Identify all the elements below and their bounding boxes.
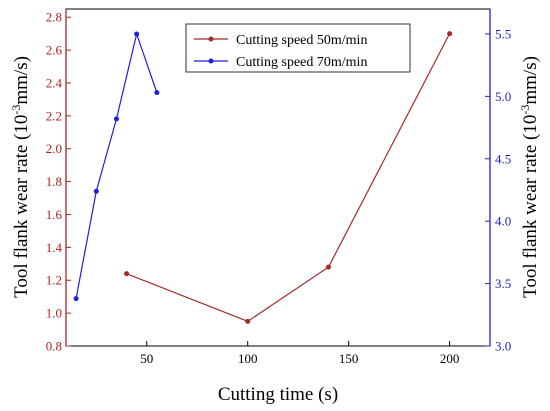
left-y-tick-label: 1.6 (46, 207, 63, 222)
left-y-tick-label: 2.0 (46, 141, 62, 156)
x-tick-label: 200 (440, 351, 460, 366)
series-2-point (93, 188, 99, 194)
left-y-tick-label: 1.8 (46, 174, 62, 189)
x-tick-label: 100 (238, 351, 258, 366)
left-y-tick-label: 2.4 (46, 75, 63, 90)
left-y-tick-label: 0.8 (46, 339, 62, 354)
x-axis-ticks: 50 100 150 200 (140, 341, 459, 366)
right-y-axis-ticks: 3.0 3.5 4.0 4.5 5.0 5.5 (485, 26, 511, 354)
right-y-tick-label: 5.0 (495, 89, 511, 104)
left-y-axis-title-exponent: -3 (9, 105, 23, 115)
right-y-axis-title-exponent: -3 (518, 105, 532, 115)
left-y-axis-title-prefix: Tool flank wear rate (10 (11, 115, 32, 298)
legend: Cutting speed 50m/min Cutting speed 70m/… (185, 23, 411, 73)
left-y-tick-label: 2.8 (46, 10, 62, 25)
right-y-axis-title-prefix: Tool flank wear rate (10 (520, 115, 541, 298)
left-y-tick-label: 1.2 (46, 273, 62, 288)
legend-label-series-1: Cutting speed 50m/min (236, 33, 367, 48)
series-1-point (325, 264, 331, 270)
series-1-point (447, 31, 453, 37)
left-y-tick-label: 2.6 (46, 43, 63, 58)
right-y-axis-title-suffix: mm/s) (520, 56, 541, 105)
right-y-tick-label: 3.0 (495, 339, 511, 354)
left-y-tick-label: 2.2 (46, 108, 62, 123)
legend-marker-series-2 (208, 58, 214, 64)
left-y-axis-ticks: 0.8 1.0 1.2 1.4 1.6 1.8 2.0 2.2 2.4 2.6 2.8 (46, 10, 71, 354)
series-1-point (245, 318, 251, 324)
x-axis-title: Cutting time (s) (218, 384, 338, 405)
right-y-tick-label: 5.5 (495, 26, 511, 41)
legend-label-series-2: Cutting speed 70m/min (236, 55, 367, 70)
series-2-point (134, 31, 140, 37)
series-2-line (75, 31, 158, 299)
left-y-axis-title-suffix: mm/s) (11, 56, 32, 105)
legend-marker-series-1 (208, 36, 214, 42)
left-y-axis-title: Tool flank wear rate (10-3mm/s) (9, 56, 32, 298)
right-y-axis-title: Tool flank wear rate (10-3mm/s) (518, 56, 541, 298)
left-y-tick-label: 1.0 (46, 306, 62, 321)
x-tick-label: 150 (339, 351, 359, 366)
legend-box (185, 23, 411, 73)
x-tick-label: 50 (140, 351, 153, 366)
left-y-tick-label: 1.4 (46, 240, 63, 255)
right-y-tick-label: 4.5 (495, 151, 511, 166)
series-2-point (73, 296, 79, 302)
series-1-line (126, 33, 451, 323)
right-y-tick-label: 4.0 (495, 214, 511, 229)
series-2-point (154, 90, 160, 96)
series-1-point (124, 271, 130, 277)
right-y-tick-label: 3.5 (495, 276, 511, 291)
series-2-point (113, 116, 119, 122)
series-layer (73, 31, 453, 324)
